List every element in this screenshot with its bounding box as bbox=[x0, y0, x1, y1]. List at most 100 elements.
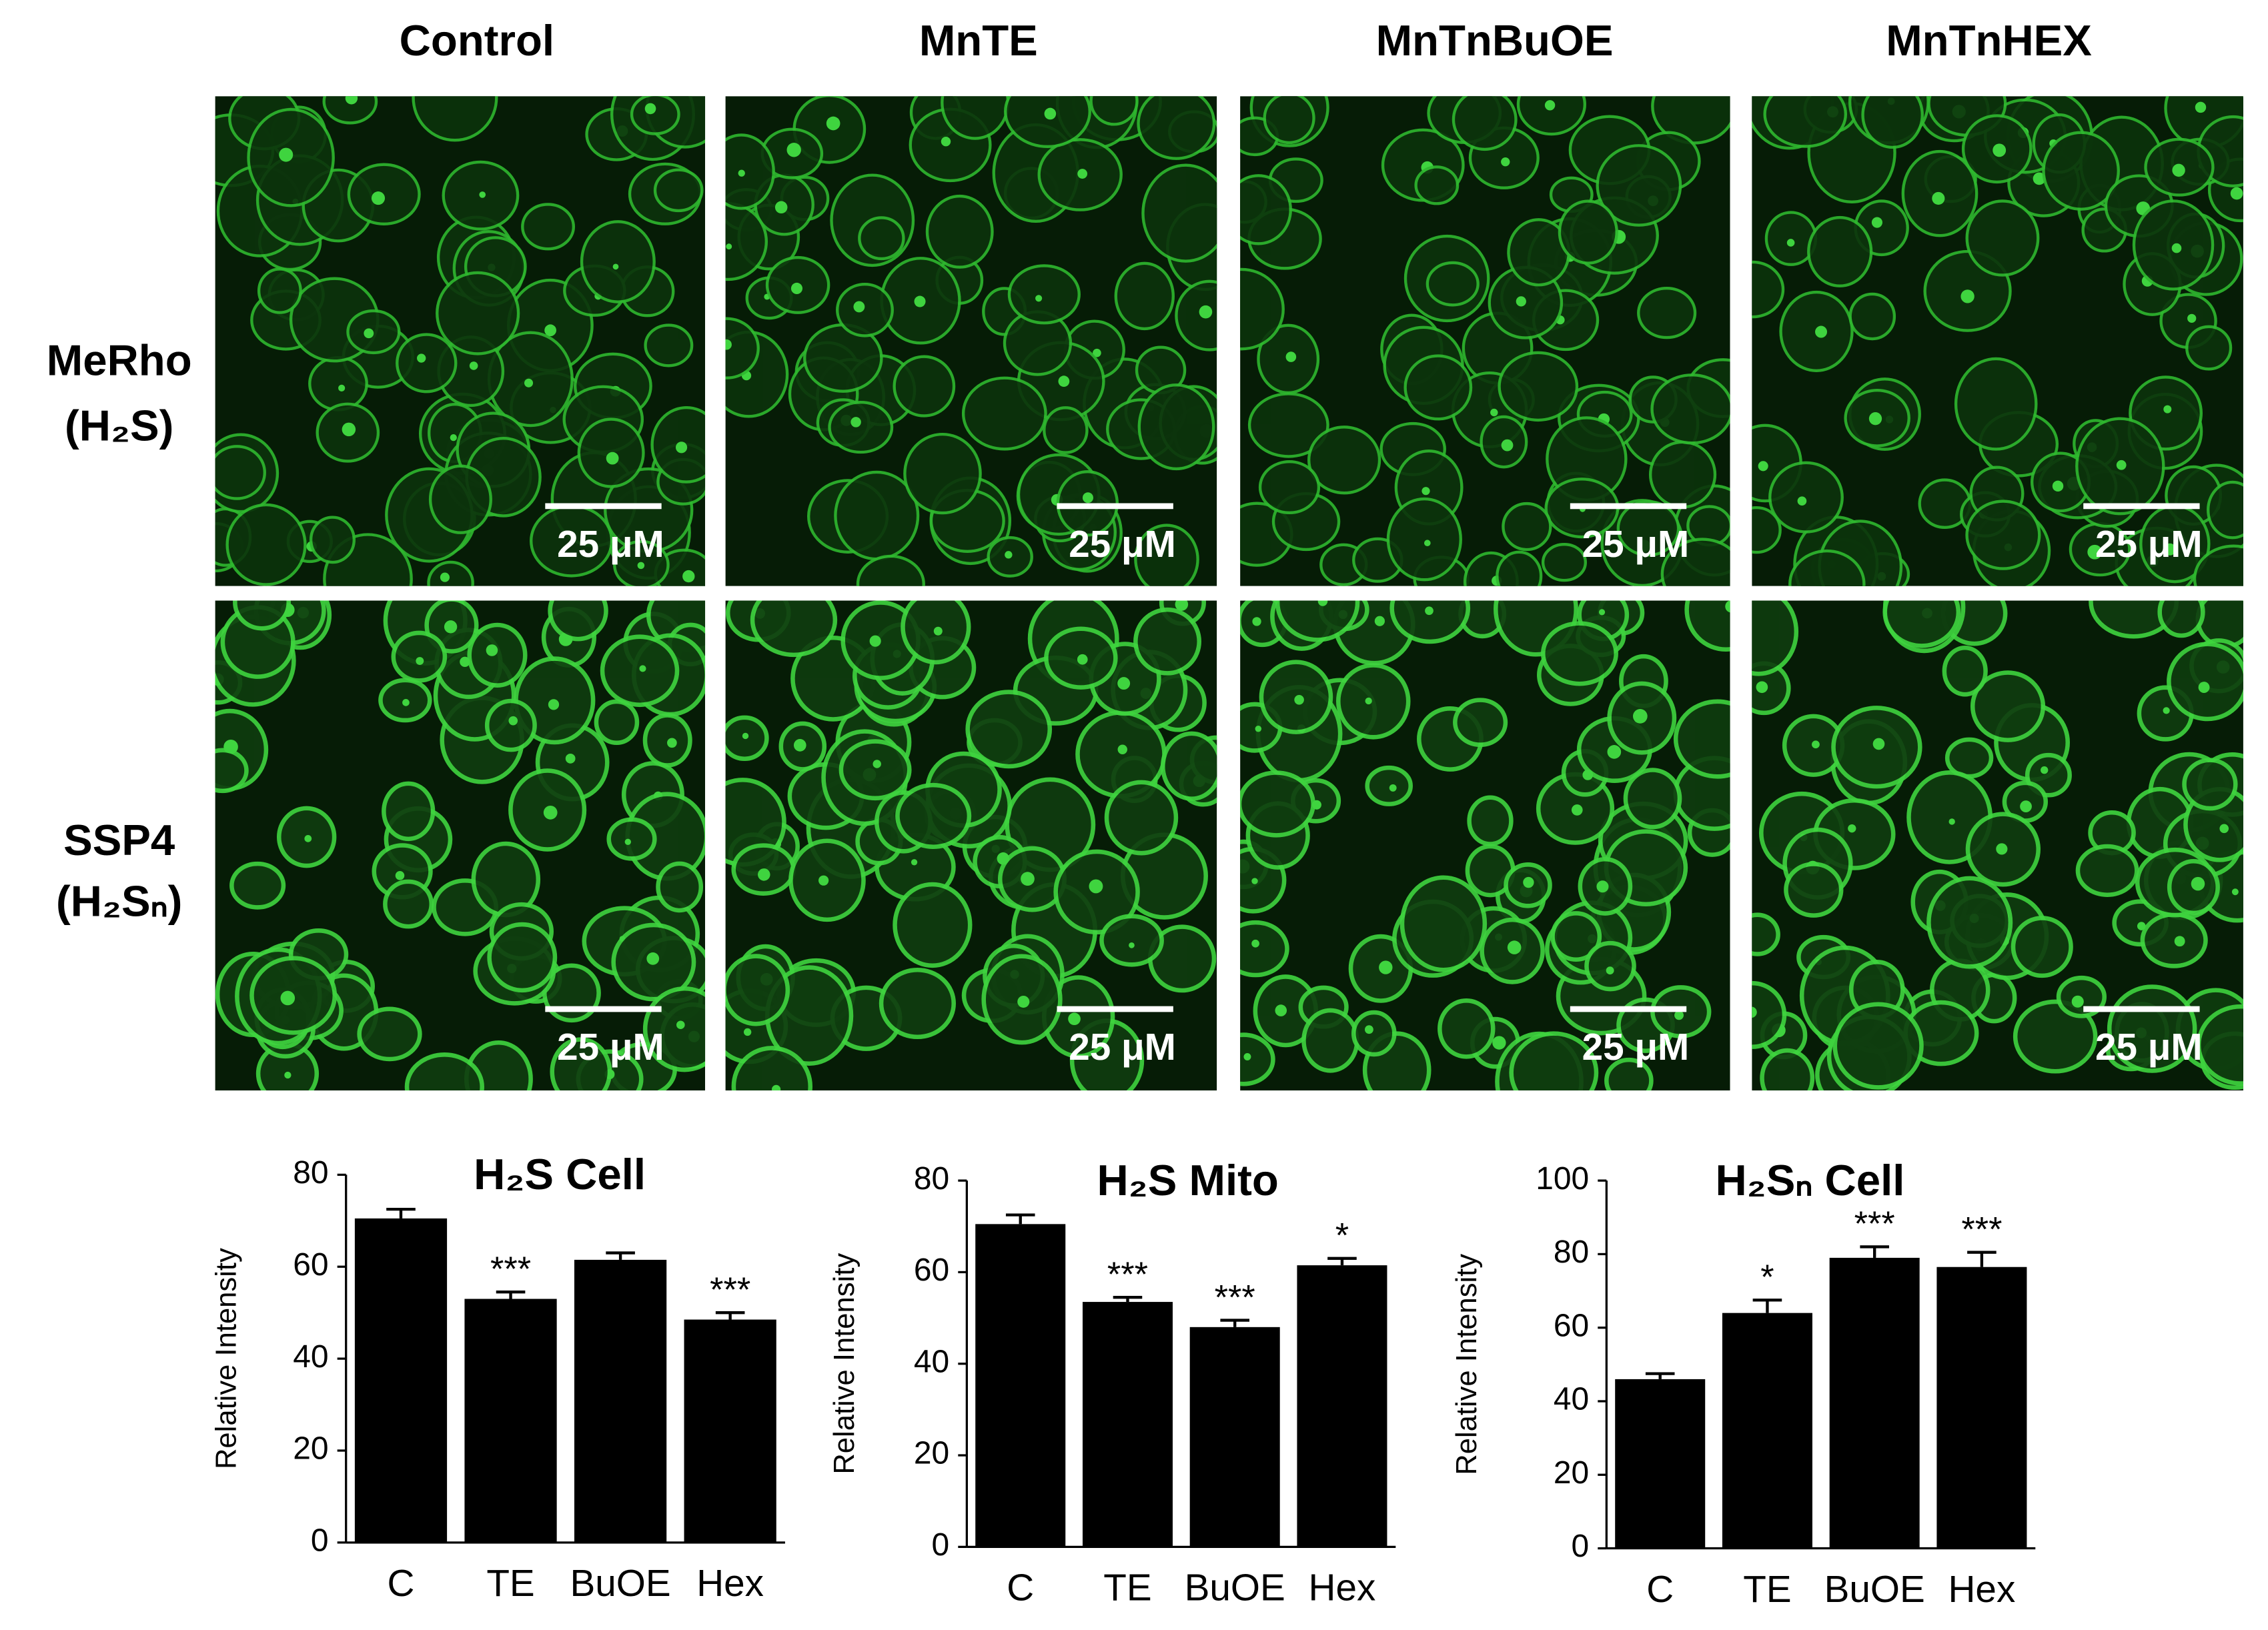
y-tick-label: 40 bbox=[293, 1339, 328, 1375]
cell-spot bbox=[1797, 496, 1807, 506]
cell-spot bbox=[1294, 695, 1304, 705]
cell-spot bbox=[1175, 600, 1189, 611]
cell-spot bbox=[1422, 487, 1430, 496]
cell-spot bbox=[1129, 942, 1135, 948]
cell-spot bbox=[1607, 745, 1622, 759]
cell bbox=[1335, 663, 1411, 740]
cell bbox=[1502, 502, 1552, 552]
cell bbox=[1760, 1048, 1815, 1091]
cell-spot bbox=[524, 378, 534, 387]
cell bbox=[1307, 426, 1381, 495]
bar bbox=[1189, 1327, 1280, 1547]
cell bbox=[1089, 96, 1139, 126]
cell bbox=[1650, 373, 1730, 445]
bar bbox=[1829, 1257, 1920, 1549]
x-tick-label: TE bbox=[1103, 1567, 1151, 1609]
x-tick-label: C bbox=[1646, 1569, 1674, 1611]
cell bbox=[828, 400, 894, 454]
cell bbox=[233, 600, 292, 631]
cell-spot bbox=[280, 990, 296, 1006]
cell bbox=[2167, 642, 2243, 722]
cell-spot bbox=[1058, 375, 1070, 387]
cell bbox=[2182, 758, 2238, 811]
cell bbox=[1832, 1002, 1924, 1090]
significance: *** bbox=[1854, 1205, 1895, 1244]
cell bbox=[653, 168, 704, 213]
cell bbox=[257, 267, 302, 314]
bar bbox=[1297, 1265, 1387, 1547]
cell-spot bbox=[371, 191, 386, 205]
cell-spot bbox=[1848, 824, 1856, 833]
cell-spot bbox=[933, 626, 943, 636]
cell bbox=[383, 879, 434, 929]
cell bbox=[1965, 500, 2041, 570]
cell bbox=[1240, 174, 1292, 245]
cell bbox=[1141, 163, 1217, 263]
cell-spot bbox=[279, 147, 294, 162]
cell-spot bbox=[1389, 784, 1397, 792]
cell bbox=[1137, 96, 1216, 160]
cell-spot bbox=[1077, 169, 1088, 179]
cell bbox=[731, 1046, 812, 1091]
cell-spot bbox=[1523, 876, 1534, 888]
cell bbox=[1763, 96, 1848, 148]
cell-spot bbox=[1756, 681, 1768, 694]
cell-spot bbox=[606, 452, 619, 465]
cell-spot bbox=[1960, 289, 1974, 303]
cell bbox=[901, 600, 971, 665]
cell-spot bbox=[682, 570, 695, 583]
significance: * bbox=[1335, 1216, 1349, 1255]
cell-spot bbox=[469, 361, 478, 370]
bar bbox=[1936, 1267, 2027, 1549]
cell-spot bbox=[1005, 551, 1013, 559]
cell bbox=[1403, 354, 1473, 421]
cell bbox=[925, 194, 994, 269]
cell bbox=[215, 445, 266, 500]
cell-spot bbox=[2171, 243, 2182, 253]
cell bbox=[750, 600, 838, 658]
cell-spot bbox=[790, 282, 803, 295]
cell-spot bbox=[725, 339, 732, 350]
cell bbox=[644, 323, 694, 367]
cell-spot bbox=[2174, 936, 2185, 947]
cell-spot bbox=[738, 169, 745, 177]
cell-spot bbox=[771, 1084, 781, 1091]
cell bbox=[941, 96, 1010, 140]
cell bbox=[725, 317, 760, 379]
cell-spot bbox=[1364, 1025, 1373, 1034]
cell bbox=[1970, 670, 2046, 742]
cell-spot bbox=[508, 716, 518, 726]
micrograph bbox=[1752, 96, 2243, 586]
bar bbox=[1615, 1379, 1706, 1549]
cell-spot bbox=[1365, 697, 1372, 705]
cell-spot bbox=[544, 324, 556, 337]
y-tick-label: 20 bbox=[293, 1431, 328, 1467]
y-tick-label: 20 bbox=[914, 1436, 949, 1471]
x-tick-label: Hex bbox=[696, 1563, 764, 1605]
cell-spot bbox=[2187, 313, 2197, 323]
row-label: (H₂S) bbox=[65, 401, 173, 450]
cell-spot bbox=[1243, 1053, 1251, 1060]
cell-spot bbox=[774, 201, 788, 214]
cell-spot bbox=[667, 738, 677, 748]
cell-spot bbox=[1379, 960, 1393, 974]
cell bbox=[1584, 940, 1636, 992]
bar bbox=[1722, 1313, 1812, 1549]
cell-spot bbox=[1017, 995, 1030, 1008]
cell bbox=[838, 739, 912, 801]
y-tick-label: 40 bbox=[914, 1344, 949, 1379]
x-tick-label: C bbox=[1007, 1567, 1034, 1609]
cell bbox=[1882, 600, 1961, 648]
cell bbox=[1926, 876, 2013, 969]
cell bbox=[600, 634, 680, 708]
cell-spot bbox=[2020, 800, 2032, 813]
y-tick-label: 0 bbox=[1572, 1529, 1590, 1564]
cell-spot bbox=[2071, 995, 2084, 1008]
cell-spot bbox=[726, 243, 732, 250]
cell-spot bbox=[1492, 1036, 1506, 1050]
cell bbox=[1848, 292, 1896, 341]
cell-spot bbox=[1871, 217, 1882, 228]
cell bbox=[606, 817, 657, 861]
cell bbox=[1752, 600, 1799, 676]
column-header: MnTnBuOE bbox=[1376, 16, 1614, 65]
